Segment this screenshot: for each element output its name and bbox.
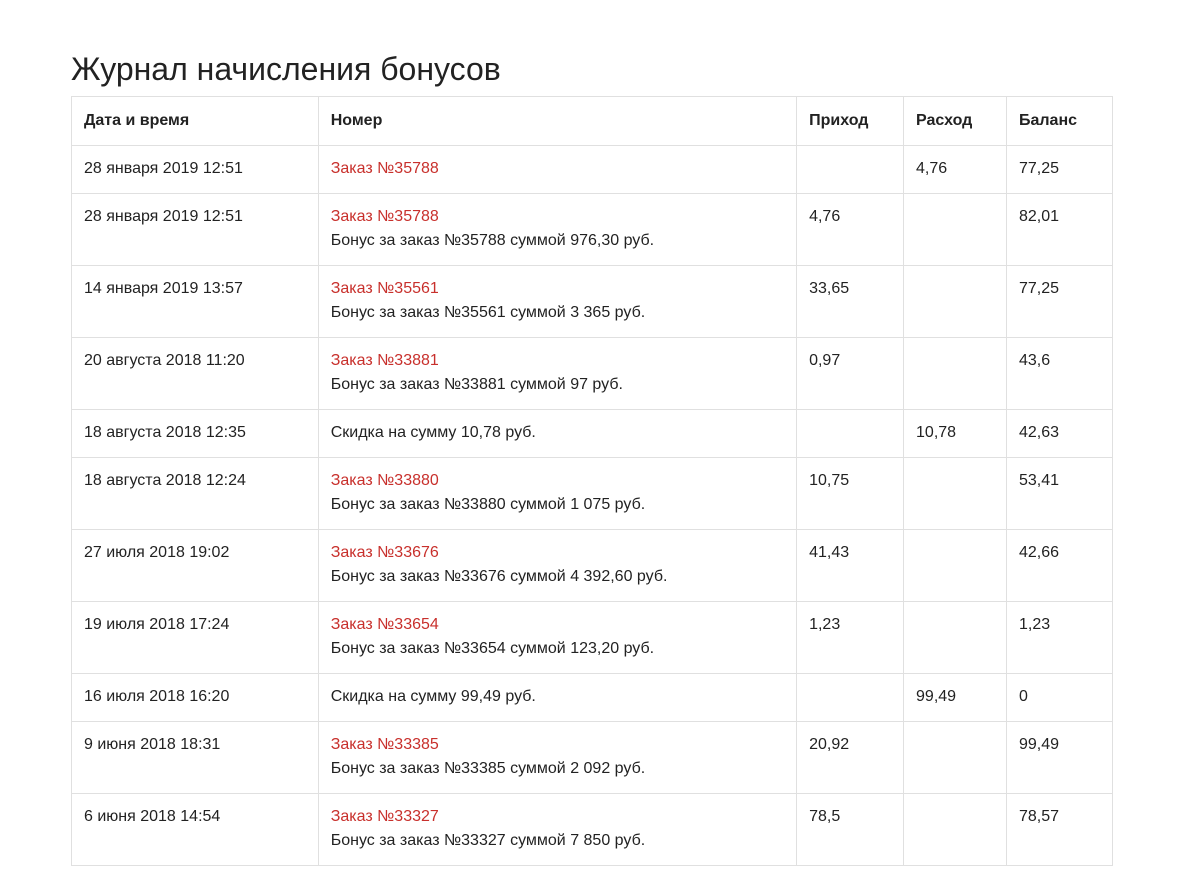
date-cell: 18 августа 2018 12:24 xyxy=(71,457,319,530)
table-row: 18 августа 2018 12:24 Заказ №33880 Бонус з… xyxy=(71,457,1114,530)
table-header-row: Дата и время Номер Приход Расход Баланс xyxy=(71,96,1114,146)
order-link[interactable]: Заказ №35788 xyxy=(330,208,439,225)
expense-cell xyxy=(903,601,1007,674)
table-row: 28 января 2019 12:51 Заказ №35788 Бонус за… xyxy=(71,193,1114,266)
expense-cell xyxy=(903,457,1007,530)
column-header-balance: Баланс xyxy=(1005,96,1114,146)
expense-cell: 99,49 xyxy=(903,673,1007,722)
table-row: 14 января 2019 13:57 Заказ №35561 Бонус за… xyxy=(71,265,1114,338)
table-row: 16 июля 2018 16:20 Скидка на сумму 99,49 … xyxy=(71,673,1114,722)
expense-cell xyxy=(903,529,1007,602)
balance-cell: 1,23 xyxy=(1005,601,1114,674)
description-text: Бонус за заказ №33654 суммой 123,20 руб. xyxy=(330,640,655,657)
expense-cell: 10,78 xyxy=(903,409,1007,458)
expense-cell xyxy=(903,337,1007,410)
expense-cell xyxy=(903,193,1007,266)
page-title: Журнал начисления бонусов xyxy=(71,51,501,87)
balance-cell: 42,63 xyxy=(1005,409,1114,458)
balance-cell: 82,01 xyxy=(1005,193,1114,266)
date-cell: 28 января 2019 12:51 xyxy=(71,193,319,266)
income-cell: 20,92 xyxy=(796,721,905,794)
order-link[interactable]: Заказ №35561 xyxy=(330,280,439,297)
order-link[interactable]: Заказ №33327 xyxy=(330,808,439,825)
date-cell: 9 июня 2018 18:31 xyxy=(71,721,319,794)
order-link[interactable]: Заказ №33385 xyxy=(330,736,439,753)
income-cell: 0,97 xyxy=(796,337,905,410)
bonus-log-table: Дата и время Номер Приход Расход Баланс … xyxy=(71,96,1114,866)
description-text: Бонус за заказ №35561 суммой 3 365 руб. xyxy=(330,304,646,321)
date-cell: 19 июля 2018 17:24 xyxy=(71,601,319,674)
date-cell: 6 июня 2018 14:54 xyxy=(71,793,319,866)
number-cell: Заказ №33654 Бонус за заказ №33654 суммой… xyxy=(317,601,798,674)
number-cell: Скидка на сумму 99,49 руб. xyxy=(317,673,798,722)
number-cell: Скидка на сумму 10,78 руб. xyxy=(317,409,798,458)
table-row: 27 июля 2018 19:02 Заказ №33676 Бонус за з… xyxy=(71,529,1114,602)
expense-cell xyxy=(903,793,1007,866)
table-row: 6 июня 2018 14:54 Заказ №33327 Бонус за за… xyxy=(71,793,1114,866)
column-header-income: Приход xyxy=(796,96,905,146)
income-cell: 10,75 xyxy=(796,457,905,530)
number-cell: Заказ №35788 Бонус за заказ №35788 суммой… xyxy=(317,193,798,266)
table-row: 19 июля 2018 17:24 Заказ №33654 Бонус за з… xyxy=(71,601,1114,674)
number-cell: Заказ №35788 xyxy=(317,145,798,194)
table-row: 28 января 2019 12:51 Заказ №35788 4,76 77,2… xyxy=(71,145,1114,194)
income-cell: 1,23 xyxy=(796,601,905,674)
number-cell: Заказ №33881 Бонус за заказ №33881 суммой… xyxy=(317,337,798,410)
description-text: Скидка на сумму 99,49 руб. xyxy=(330,688,536,705)
expense-cell xyxy=(903,721,1007,794)
number-cell: Заказ №35561 Бонус за заказ №35561 суммой… xyxy=(317,265,798,338)
order-link[interactable]: Заказ №33676 xyxy=(330,544,439,561)
balance-cell: 99,49 xyxy=(1005,721,1114,794)
balance-cell: 42,66 xyxy=(1005,529,1114,602)
order-link[interactable]: Заказ №33880 xyxy=(330,472,439,489)
balance-cell: 0 xyxy=(1005,673,1114,722)
income-cell xyxy=(796,409,905,458)
column-header-number: Номер xyxy=(317,96,798,146)
income-cell xyxy=(796,673,905,722)
order-link[interactable]: Заказ №33654 xyxy=(330,616,439,633)
date-cell: 18 августа 2018 12:35 xyxy=(71,409,319,458)
column-header-date: Дата и время xyxy=(71,96,319,146)
income-cell xyxy=(796,145,905,194)
description-text: Бонус за заказ №33327 суммой 7 850 руб. xyxy=(330,832,646,849)
number-cell: Заказ №33327 Бонус за заказ №33327 суммой… xyxy=(317,793,798,866)
order-link[interactable]: Заказ №35788 xyxy=(330,160,439,177)
description-text: Скидка на сумму 10,78 руб. xyxy=(330,424,536,441)
table-row: 18 августа 2018 12:35 Скидка на сумму 10,… xyxy=(71,409,1114,458)
column-header-expense: Расход xyxy=(903,96,1007,146)
description-text: Бонус за заказ №33880 суммой 1 075 руб. xyxy=(330,496,646,513)
table-row: 20 августа 2018 11:20 Заказ №33881 Бонус з… xyxy=(71,337,1114,410)
income-cell: 4,76 xyxy=(796,193,905,266)
income-cell: 33,65 xyxy=(796,265,905,338)
table-row: 9 июня 2018 18:31 Заказ №33385 Бонус за за… xyxy=(71,721,1114,794)
description-text: Бонус за заказ №35788 суммой 976,30 руб. xyxy=(330,232,655,249)
income-cell: 41,43 xyxy=(796,529,905,602)
date-cell: 16 июля 2018 16:20 xyxy=(71,673,319,722)
balance-cell: 43,6 xyxy=(1005,337,1114,410)
date-cell: 28 января 2019 12:51 xyxy=(71,145,319,194)
order-link[interactable]: Заказ №33881 xyxy=(330,352,439,369)
description-text: Бонус за заказ №33385 суммой 2 092 руб. xyxy=(330,760,646,777)
date-cell: 27 июля 2018 19:02 xyxy=(71,529,319,602)
description-text: Бонус за заказ №33881 суммой 97 руб. xyxy=(330,376,623,393)
expense-cell xyxy=(903,265,1007,338)
balance-cell: 77,25 xyxy=(1005,265,1114,338)
number-cell: Заказ №33880 Бонус за заказ №33880 суммой… xyxy=(317,457,798,530)
expense-cell: 4,76 xyxy=(903,145,1007,194)
balance-cell: 78,57 xyxy=(1005,793,1114,866)
date-cell: 14 января 2019 13:57 xyxy=(71,265,319,338)
date-cell: 20 августа 2018 11:20 xyxy=(71,337,319,410)
description-text: Бонус за заказ №33676 суммой 4 392,60 ру… xyxy=(330,568,668,585)
balance-cell: 77,25 xyxy=(1005,145,1114,194)
number-cell: Заказ №33385 Бонус за заказ №33385 суммой… xyxy=(317,721,798,794)
balance-cell: 53,41 xyxy=(1005,457,1114,530)
number-cell: Заказ №33676 Бонус за заказ №33676 суммой… xyxy=(317,529,798,602)
income-cell: 78,5 xyxy=(796,793,905,866)
